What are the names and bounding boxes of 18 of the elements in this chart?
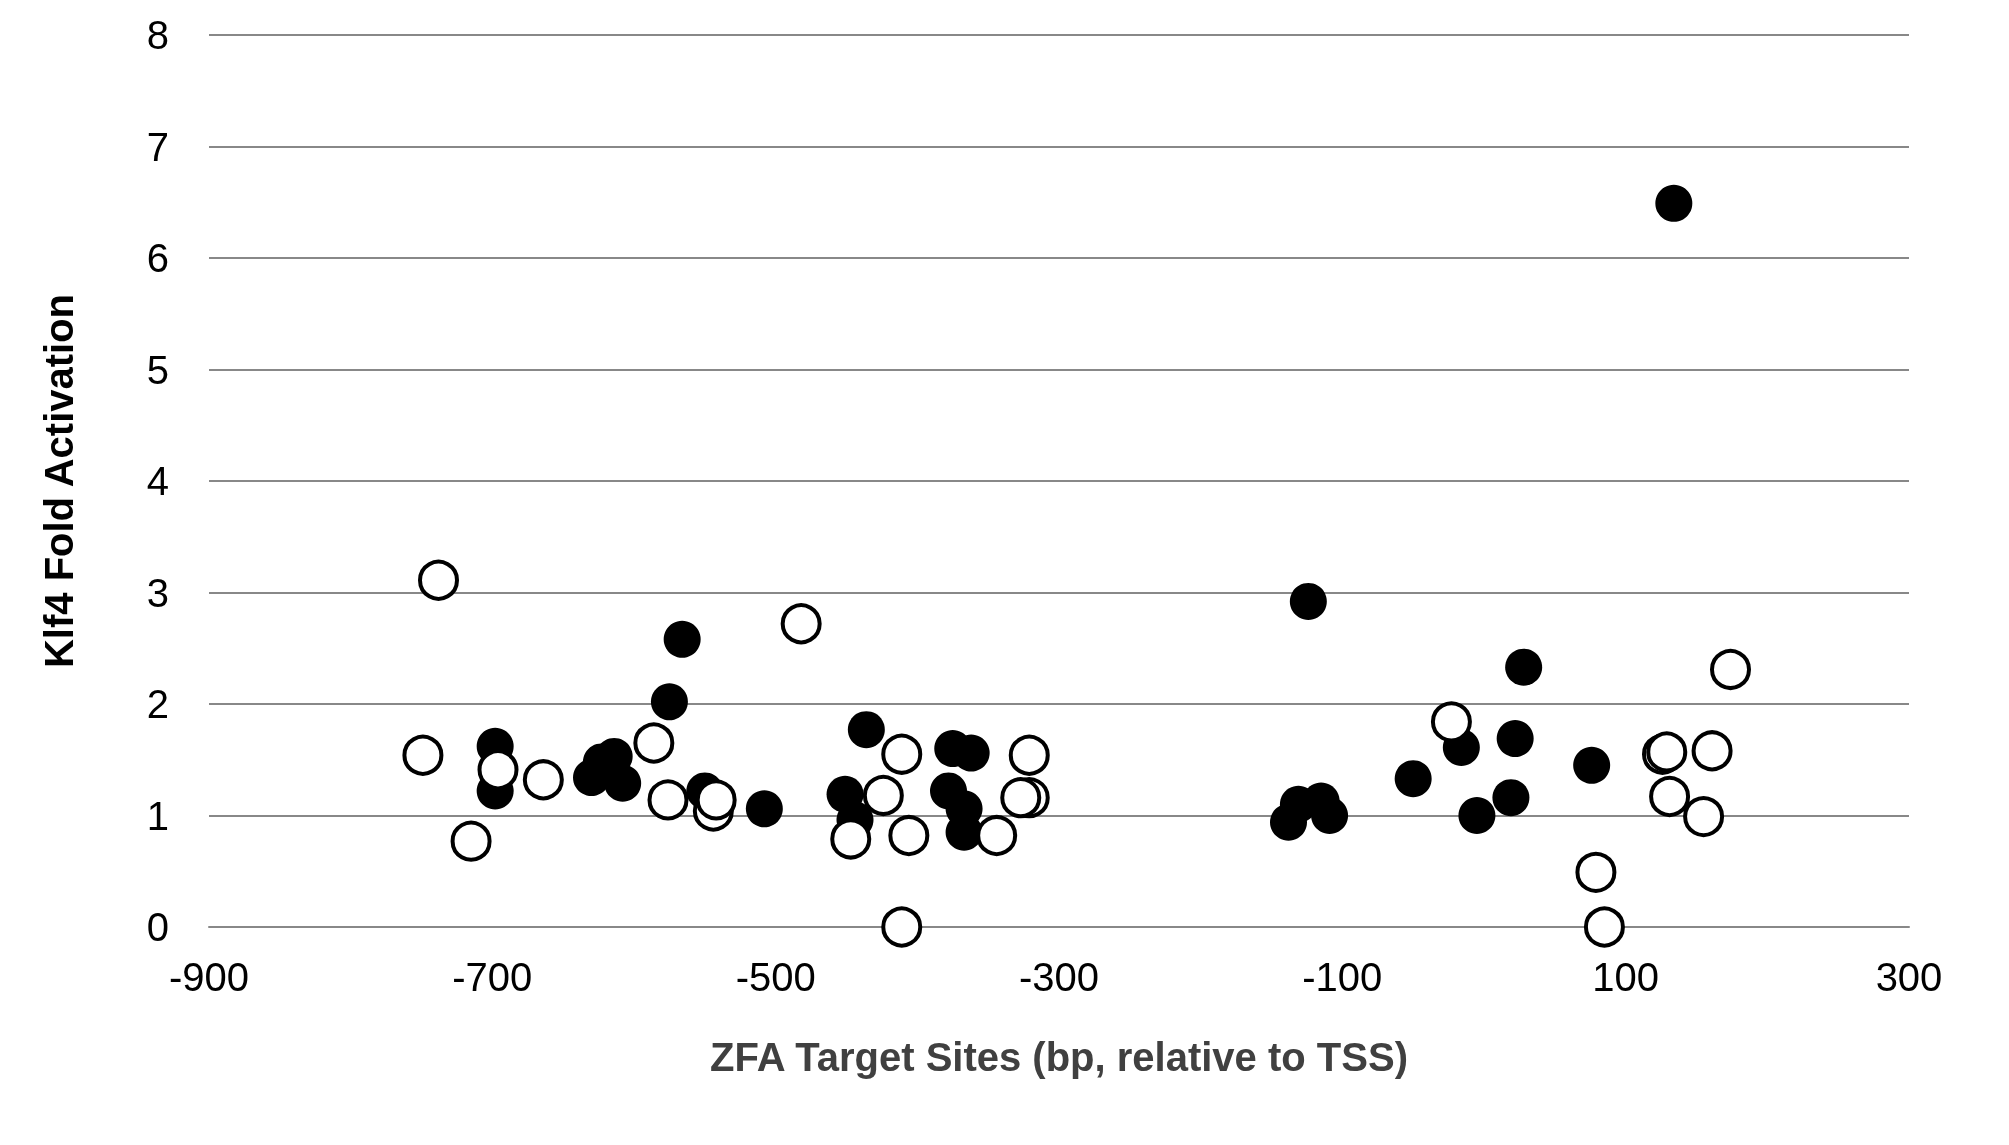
- y-tick-label: 7: [146, 124, 169, 169]
- x-tick-label: -900: [168, 955, 250, 999]
- x-axis-title: ZFA Target Sites (bp, relative to TSS): [710, 1035, 1408, 1079]
- y-tick-label: 5: [146, 347, 169, 392]
- y-tick-label: 2: [146, 682, 169, 726]
- y-tick-label: 8: [146, 13, 169, 57]
- x-tick-label: 300: [1875, 955, 1943, 999]
- y-tick-label: 3: [146, 570, 169, 615]
- x-tick-label: -300: [1018, 955, 1100, 999]
- y-tick-label: 1: [146, 793, 169, 838]
- y-tick-label: 6: [146, 236, 169, 280]
- x-tick-label: -700: [452, 955, 533, 999]
- x-tick-label: -500: [735, 955, 816, 999]
- x-tick-label: 100: [1592, 955, 1660, 999]
- y-tick-label: 4: [146, 459, 169, 503]
- x-tick-label: -100: [1302, 955, 1383, 999]
- y-axis-title: Klf4 Fold Activation: [37, 293, 81, 669]
- y-tick-label: 0: [146, 905, 169, 949]
